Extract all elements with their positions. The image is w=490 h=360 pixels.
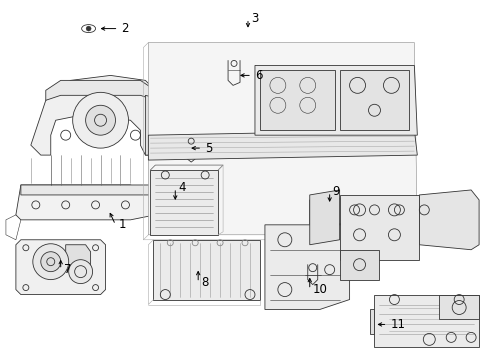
Circle shape — [41, 252, 61, 272]
Text: 2: 2 — [122, 22, 129, 35]
Polygon shape — [439, 294, 479, 319]
Text: 7: 7 — [64, 263, 71, 276]
Circle shape — [86, 26, 91, 31]
Polygon shape — [419, 190, 479, 250]
Polygon shape — [148, 42, 417, 235]
Polygon shape — [260, 71, 335, 130]
Polygon shape — [265, 225, 349, 310]
Polygon shape — [369, 310, 374, 334]
Polygon shape — [66, 245, 91, 270]
Polygon shape — [16, 240, 105, 294]
Circle shape — [86, 105, 116, 135]
Text: 9: 9 — [333, 185, 340, 198]
Polygon shape — [146, 95, 175, 155]
Text: 10: 10 — [313, 283, 328, 296]
Text: 8: 8 — [201, 276, 209, 289]
Polygon shape — [46, 80, 155, 100]
Polygon shape — [31, 75, 165, 155]
Polygon shape — [310, 195, 471, 225]
Text: 6: 6 — [255, 69, 263, 82]
Text: 5: 5 — [205, 141, 213, 155]
Polygon shape — [340, 250, 379, 280]
Circle shape — [73, 92, 128, 148]
Circle shape — [69, 260, 93, 284]
Polygon shape — [340, 195, 419, 260]
Text: 4: 4 — [178, 181, 186, 194]
Polygon shape — [148, 130, 417, 160]
Polygon shape — [255, 66, 417, 135]
Text: 3: 3 — [251, 12, 258, 25]
Polygon shape — [374, 294, 479, 347]
Text: 11: 11 — [391, 318, 405, 331]
Polygon shape — [310, 190, 340, 245]
Polygon shape — [153, 240, 260, 300]
Polygon shape — [16, 185, 155, 220]
Polygon shape — [150, 170, 218, 235]
Text: 1: 1 — [119, 218, 126, 231]
Polygon shape — [340, 71, 409, 130]
Polygon shape — [21, 185, 165, 215]
Circle shape — [33, 244, 69, 280]
